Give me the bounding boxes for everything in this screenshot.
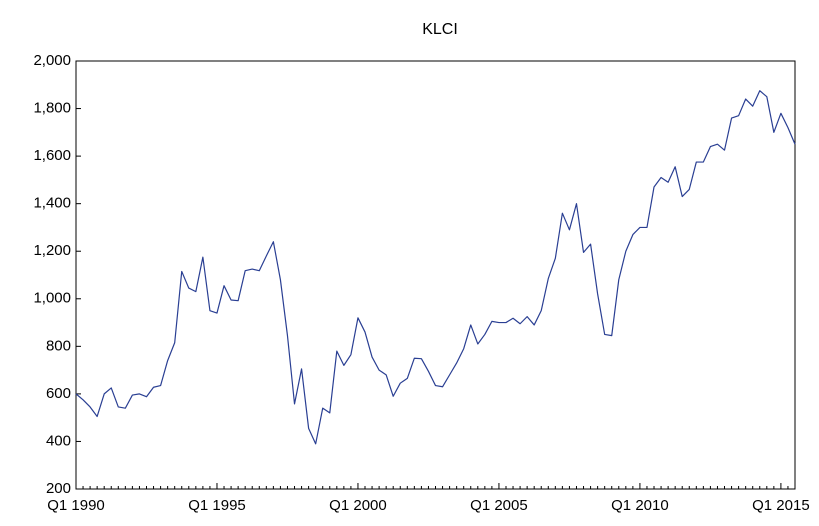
- x-tick-label: Q1 2015: [752, 497, 810, 514]
- x-tick-label: Q1 2010: [611, 497, 669, 514]
- y-tick-label: 1,200: [33, 242, 71, 259]
- data-line: [75, 90, 796, 445]
- x-tick-label: Q1 2000: [329, 497, 387, 514]
- y-tick-label: 1,800: [33, 100, 71, 117]
- y-tick-label: 2,000: [33, 52, 71, 69]
- y-tick-label: 1,400: [33, 195, 71, 212]
- y-tick-label: 800: [46, 337, 71, 354]
- y-tick-label: 600: [46, 385, 71, 402]
- y-tick-label: 1,000: [33, 290, 71, 307]
- x-tick-label: Q1 1995: [188, 497, 246, 514]
- chart-title: KLCI: [422, 21, 458, 38]
- y-tick-label: 400: [46, 432, 71, 449]
- y-tick-label: 200: [46, 480, 71, 497]
- x-tick-label: Q1 1990: [47, 497, 105, 514]
- x-tick-label: Q1 2005: [470, 497, 528, 514]
- y-tick-label: 1,600: [33, 147, 71, 164]
